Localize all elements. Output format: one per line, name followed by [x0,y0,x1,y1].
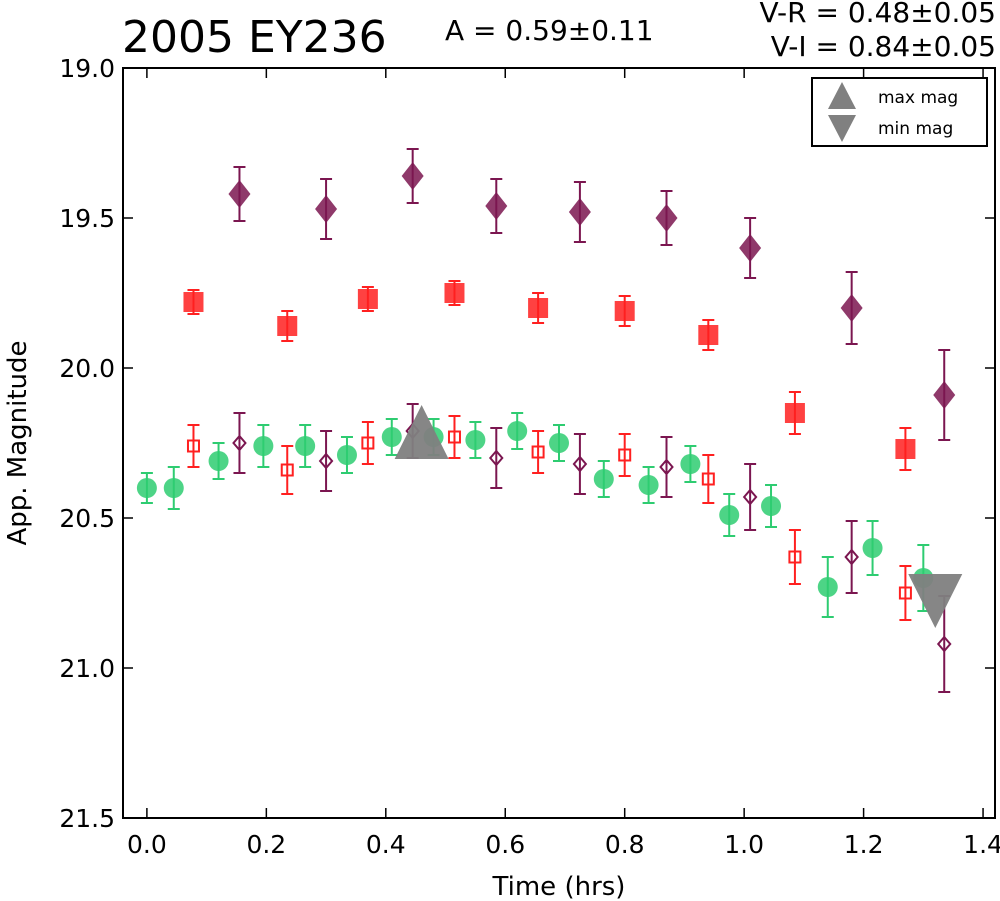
data-point-circle [719,505,740,525]
data-point-diamond [315,195,338,223]
x-tick-label: 0.6 [485,830,525,859]
data-point-circle [253,436,274,456]
y-axis-label: App. Magnitude [3,340,33,545]
data-point-square [357,289,378,309]
data-point-square [444,283,465,303]
data-point-square [186,439,200,453]
data-point-square [614,301,635,321]
data-point-diamond [936,635,952,653]
color-index-v-r: V-R = 0.48±0.05 [759,0,996,29]
data-point-square [784,403,805,423]
data-point-diamond [739,234,762,262]
data-point-diamond [659,458,674,476]
data-point-diamond [485,192,508,220]
data-point-diamond [401,162,424,190]
data-point-diamond [933,381,956,409]
legend-label: max mag [878,88,958,108]
y-tick-label: 20.0 [59,354,115,383]
x-tick-label: 0.0 [127,830,167,859]
chart-title: 2005 EY236 [122,12,387,63]
data-point-square [447,430,461,444]
data-point-triangle-down [908,574,963,628]
data-point-diamond [318,452,334,470]
amplitude-label: A = 0.59±0.11 [445,14,654,47]
data-point-circle [163,478,184,498]
data-point-circle [593,469,614,489]
color-index-v-i: V-I = 0.84±0.05 [770,30,996,63]
data-point-square [528,298,549,318]
axes: 0.0 0.2 0.4 0.6 0.8 1.0 1.2 1.4 19.0 19.5 20.0 20.5… [3,54,1000,901]
data-point-diamond [488,449,504,467]
data-point-circle [549,433,569,453]
data-point-circle [680,454,701,474]
x-tick-label: 1.2 [844,830,884,859]
data-point-square [280,463,294,477]
x-tick-label: 0.8 [605,830,645,859]
data-point-square [531,445,545,459]
y-tick-label: 19.0 [59,54,115,83]
legend-label: min mag [878,119,953,139]
data-point-square [618,448,632,462]
data-point-triangle-up [394,405,449,459]
data-point-circle [336,445,357,465]
y-tick-label: 21.0 [59,654,115,683]
data-point-circle [507,421,528,441]
data-point-circle [381,427,402,447]
data-point-diamond [572,455,588,473]
data-point-square [898,586,912,600]
legend-marker-min [828,115,856,142]
y-tick-label: 20.5 [59,504,115,533]
x-tick-label: 1.0 [724,830,764,859]
data-point-diamond [655,204,678,232]
y-tick-label: 19.5 [59,204,115,233]
data-point-circle [761,496,782,516]
plot-frame [122,67,996,819]
data-marks [136,148,963,693]
data-point-square [361,436,375,450]
data-point-circle [136,478,157,498]
x-tick-label: 0.4 [366,830,406,859]
y-tick-label: 21.5 [59,804,115,833]
data-point-square [277,316,298,336]
data-point-circle [295,436,316,456]
x-tick-label: 0.2 [246,830,286,859]
data-point-circle [465,430,486,450]
data-point-circle [638,475,659,495]
data-point-diamond [568,198,591,226]
data-point-circle [208,451,229,471]
data-point-circle [817,577,838,597]
data-point-square [698,325,719,345]
data-point-square [788,550,802,564]
data-point-square [183,292,204,312]
data-point-diamond [844,548,859,566]
data-point-diamond [840,294,863,322]
data-point-diamond [232,434,247,452]
data-point-square [895,439,916,459]
legend: max mag min mag [811,77,988,147]
data-point-diamond [228,180,251,208]
data-point-square [701,472,715,486]
data-point-diamond [742,488,758,506]
legend-marker-max [828,82,856,109]
data-point-circle [862,538,883,558]
x-axis-label: Time (hrs) [492,872,626,901]
x-tick-label: 1.4 [963,830,1000,859]
